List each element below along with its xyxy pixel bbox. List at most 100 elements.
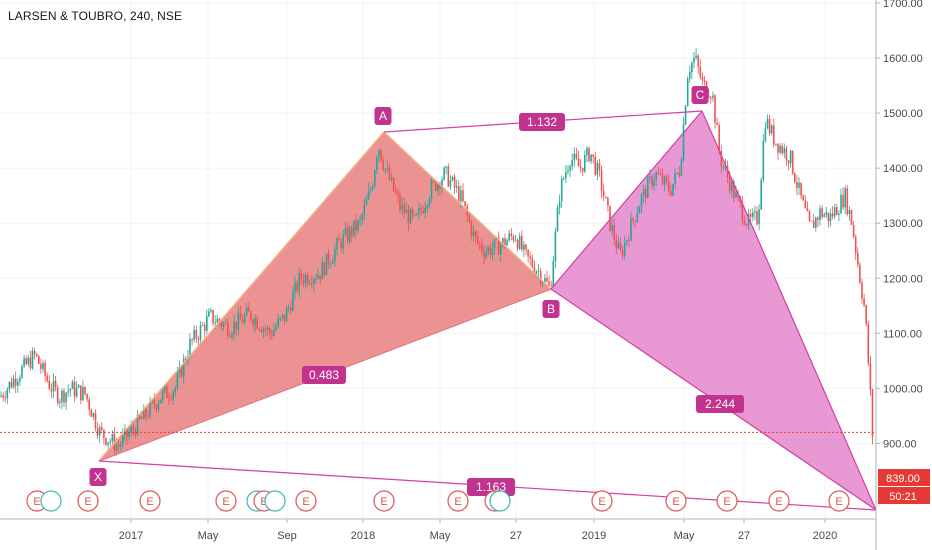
earnings-marker[interactable] <box>591 490 613 512</box>
candle <box>840 194 842 214</box>
candle <box>367 190 370 200</box>
candle <box>138 415 141 419</box>
candle <box>766 119 769 129</box>
ratio-ac-label: 1.132 <box>527 115 557 129</box>
candle <box>71 381 74 390</box>
candle <box>210 310 212 312</box>
candle <box>504 238 506 246</box>
candle <box>315 278 317 280</box>
candle <box>472 231 475 236</box>
earnings-marker[interactable] <box>40 490 62 512</box>
candle <box>693 57 695 63</box>
candle <box>464 201 466 206</box>
candle <box>279 317 282 320</box>
candle <box>132 426 135 430</box>
candle <box>277 319 279 327</box>
candle <box>361 214 363 220</box>
earnings-marker[interactable] <box>716 490 738 512</box>
candle <box>722 166 725 167</box>
candle <box>632 218 634 221</box>
candle <box>569 166 571 171</box>
candle <box>714 95 716 123</box>
candle <box>149 401 151 417</box>
candle <box>560 178 563 202</box>
candle <box>527 249 529 257</box>
candle <box>325 253 328 276</box>
candle <box>437 183 439 191</box>
candle <box>819 208 821 220</box>
candle <box>726 166 729 178</box>
candle <box>428 198 431 206</box>
earnings-marker-label: E <box>775 496 782 508</box>
candle <box>252 319 254 326</box>
candle <box>682 124 685 160</box>
earnings-marker[interactable] <box>295 490 317 512</box>
candle <box>565 172 567 179</box>
candle <box>227 322 229 336</box>
candle <box>752 212 754 218</box>
candle <box>344 228 347 235</box>
candle <box>311 283 313 285</box>
earnings-marker[interactable] <box>139 490 161 512</box>
candle <box>275 326 277 330</box>
candle <box>506 240 508 246</box>
earnings-marker[interactable] <box>489 490 511 512</box>
candle <box>271 333 273 336</box>
candle <box>684 106 687 125</box>
earnings-marker-label: E <box>222 496 229 508</box>
earnings-marker[interactable] <box>828 490 850 512</box>
y-tick-label: 900.00 <box>883 438 917 450</box>
x-tick-label: May <box>430 530 451 542</box>
ratio-bd-label-bg <box>696 395 744 413</box>
candle <box>348 227 351 242</box>
candle <box>846 188 849 215</box>
candle <box>250 311 252 320</box>
earnings-marker[interactable] <box>447 490 469 512</box>
candle <box>214 322 216 324</box>
ab-leg <box>383 131 552 290</box>
candle <box>829 213 832 222</box>
candle <box>787 160 790 164</box>
earnings-marker[interactable] <box>77 490 99 512</box>
candle <box>50 389 53 392</box>
candle <box>647 177 649 199</box>
candle <box>38 355 40 364</box>
candle <box>865 305 867 325</box>
candle <box>334 248 336 261</box>
candle <box>174 387 177 393</box>
candle <box>548 281 550 286</box>
candle <box>754 211 756 213</box>
candle <box>191 338 193 340</box>
candle <box>651 176 653 186</box>
earnings-marker[interactable] <box>215 490 237 512</box>
candle <box>691 62 693 73</box>
candle <box>512 236 515 241</box>
earnings-marker[interactable] <box>768 490 790 512</box>
candle <box>535 271 538 275</box>
candle <box>353 220 355 236</box>
candle <box>460 190 462 202</box>
earnings-marker[interactable] <box>665 490 687 512</box>
y-tick-label: 1000.00 <box>883 383 923 395</box>
candle <box>33 350 36 354</box>
candle <box>161 390 164 400</box>
candle <box>2 395 4 398</box>
candle <box>166 386 168 398</box>
candle <box>296 282 298 291</box>
candle <box>422 210 424 213</box>
candle <box>418 208 420 214</box>
earnings-marker[interactable] <box>373 490 395 512</box>
candle <box>514 239 517 241</box>
candle <box>672 183 674 196</box>
candle <box>556 207 559 232</box>
candle <box>584 155 586 172</box>
earnings-marker-label: E <box>835 496 842 508</box>
candle <box>636 213 639 222</box>
candle <box>17 381 19 386</box>
earnings-marker[interactable] <box>264 490 286 512</box>
candle <box>164 386 166 391</box>
candle <box>483 251 485 258</box>
candle <box>644 188 647 199</box>
candle <box>493 239 496 249</box>
